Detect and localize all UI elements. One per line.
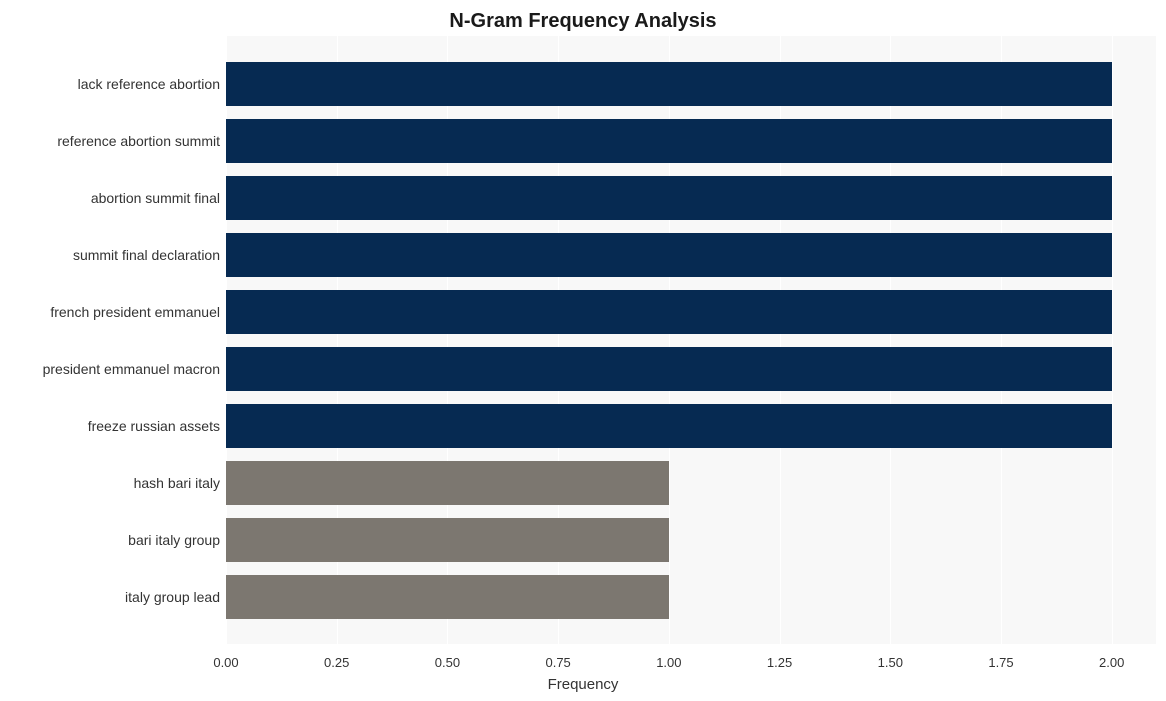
bar	[226, 347, 1112, 391]
x-tick-label: 1.50	[878, 655, 903, 670]
bar	[226, 575, 669, 619]
y-tick-label: reference abortion summit	[4, 134, 220, 148]
ngram-chart: N-Gram Frequency Analysis Frequency 0.00…	[0, 0, 1166, 701]
bar	[226, 176, 1112, 220]
y-tick-label: abortion summit final	[4, 191, 220, 205]
y-tick-label: president emmanuel macron	[4, 362, 220, 376]
gridline	[1112, 36, 1113, 644]
x-tick-label: 2.00	[1099, 655, 1124, 670]
y-tick-label: italy group lead	[4, 590, 220, 604]
y-tick-label: freeze russian assets	[4, 419, 220, 433]
bar	[226, 404, 1112, 448]
x-tick-label: 0.00	[213, 655, 238, 670]
x-tick-label: 0.50	[435, 655, 460, 670]
plot-area	[226, 36, 1156, 644]
bar	[226, 518, 669, 562]
bar	[226, 461, 669, 505]
bar	[226, 290, 1112, 334]
y-tick-label: hash bari italy	[4, 476, 220, 490]
chart-title: N-Gram Frequency Analysis	[0, 10, 1166, 33]
bar	[226, 119, 1112, 163]
x-tick-label: 1.25	[767, 655, 792, 670]
y-tick-label: bari italy group	[4, 533, 220, 547]
y-tick-label: summit final declaration	[4, 248, 220, 262]
x-axis-label: Frequency	[0, 676, 1166, 693]
y-tick-label: lack reference abortion	[4, 77, 220, 91]
x-tick-label: 0.75	[545, 655, 570, 670]
x-tick-label: 1.00	[656, 655, 681, 670]
bar	[226, 62, 1112, 106]
x-tick-label: 0.25	[324, 655, 349, 670]
y-tick-label: french president emmanuel	[4, 305, 220, 319]
x-tick-label: 1.75	[988, 655, 1013, 670]
bar	[226, 233, 1112, 277]
